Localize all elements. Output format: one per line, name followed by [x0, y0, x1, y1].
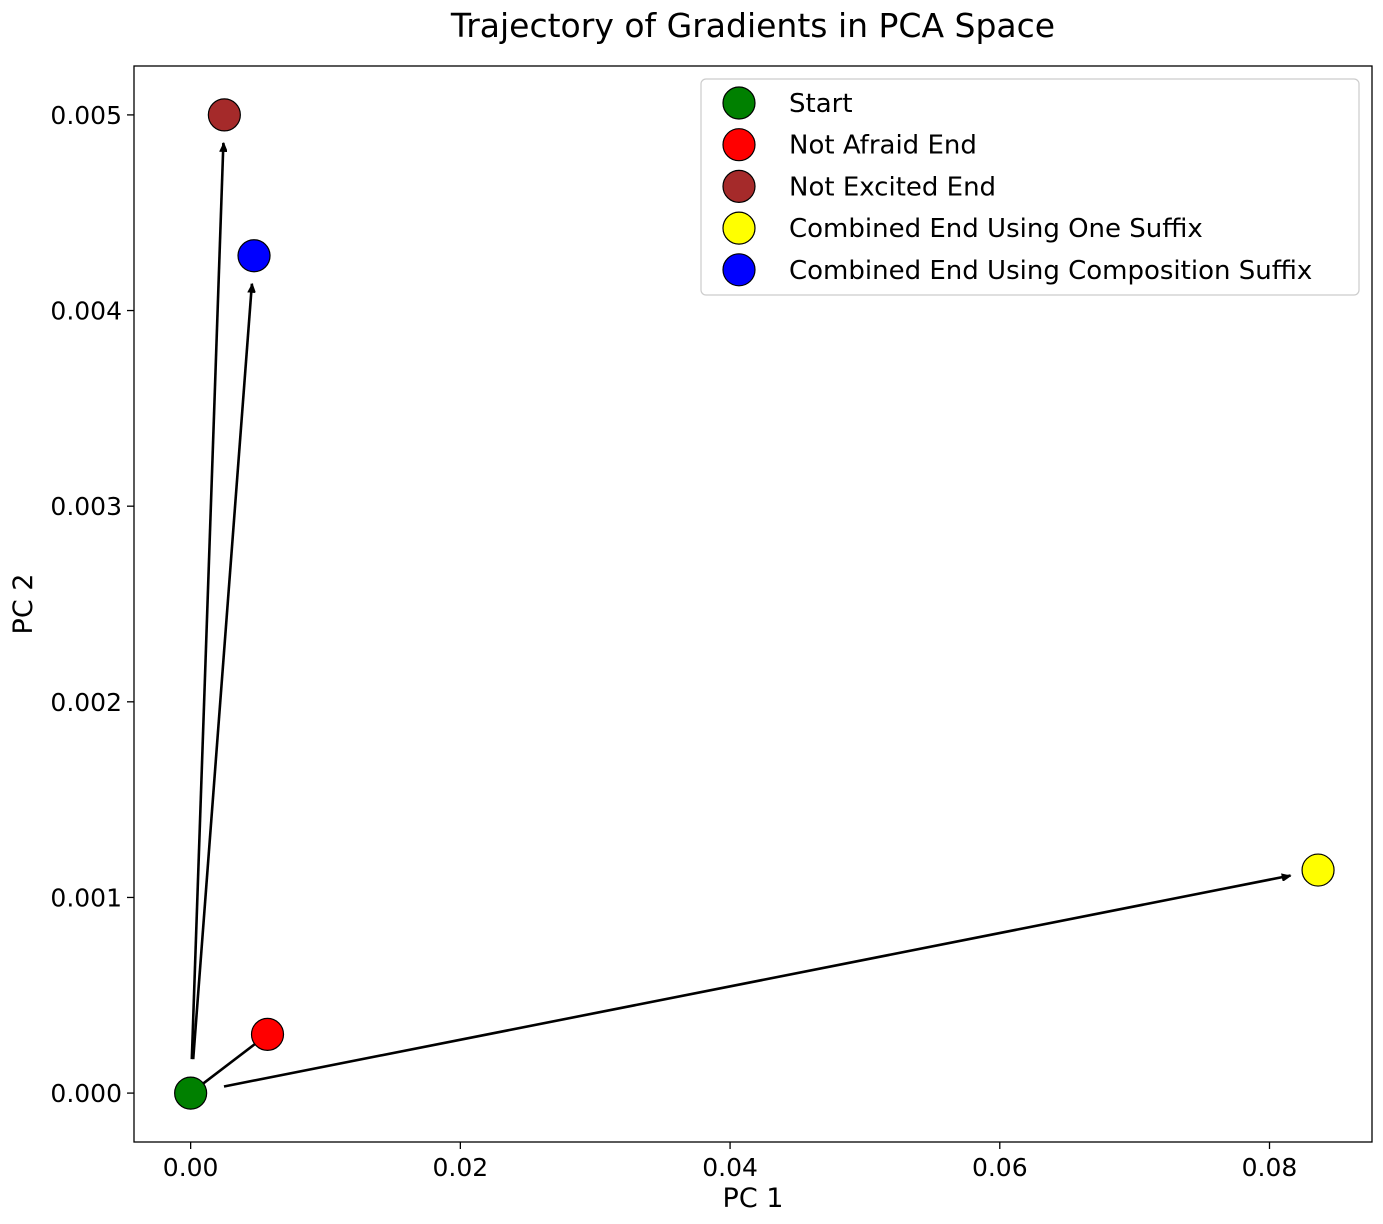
legend-marker — [722, 128, 756, 162]
x-tick-label: 0.04 — [702, 1153, 758, 1182]
data-point — [237, 239, 271, 273]
legend-marker — [722, 211, 756, 245]
trajectory-arrows — [190, 143, 1291, 1091]
legend-items: Start Not Afraid End Not Excited End Combin… — [722, 86, 1312, 287]
y-tick-label: 0.003 — [50, 492, 122, 521]
x-tick-label: 0.08 — [1242, 1153, 1298, 1182]
data-point — [207, 98, 241, 132]
legend-marker — [722, 86, 756, 120]
y-tick-label: 0.001 — [50, 883, 122, 912]
legend-label: Not Afraid End — [789, 131, 977, 161]
legend-marker — [722, 169, 756, 203]
legend-box — [700, 78, 1360, 296]
data-point — [174, 1076, 208, 1110]
legend: Start Not Afraid End Not Excited End Combin… — [700, 78, 1360, 296]
trajectory-arrow — [194, 1037, 262, 1091]
y-tick-label: 0.000 — [50, 1079, 122, 1108]
trajectory-points — [174, 98, 1335, 1110]
x-axis-ticks: 0.00 0.02 0.04 0.06 0.08 — [163, 1142, 1298, 1182]
y-tick-label: 0.004 — [50, 297, 122, 326]
legend-marker — [722, 253, 756, 287]
y-axis-ticks: 0.000 0.001 0.002 0.003 0.004 0.005 — [50, 101, 134, 1108]
y-tick-label: 0.002 — [50, 688, 122, 717]
trajectory-arrow — [223, 875, 1291, 1088]
y-axis-title: PC 2 — [8, 574, 39, 635]
chart-title: Trajectory of Gradients in PCA Space — [450, 6, 1055, 45]
x-axis-title: PC 1 — [723, 1183, 784, 1214]
y-tick-label: 0.005 — [50, 101, 122, 130]
x-tick-label: 0.00 — [163, 1153, 219, 1182]
legend-label: Combined End Using One Suffix — [789, 214, 1203, 244]
data-point — [1301, 853, 1335, 887]
trajectory-arrow — [190, 143, 224, 1060]
legend-label: Start — [789, 89, 853, 119]
legend-label: Not Excited End — [789, 172, 996, 202]
data-point — [250, 1017, 285, 1052]
x-tick-label: 0.02 — [433, 1153, 489, 1182]
plot-frame — [133, 65, 1373, 1143]
legend-label: Combined End Using Composition Suffix — [789, 256, 1312, 286]
x-tick-label: 0.06 — [972, 1153, 1028, 1182]
trajectory-arrow — [191, 284, 252, 1060]
